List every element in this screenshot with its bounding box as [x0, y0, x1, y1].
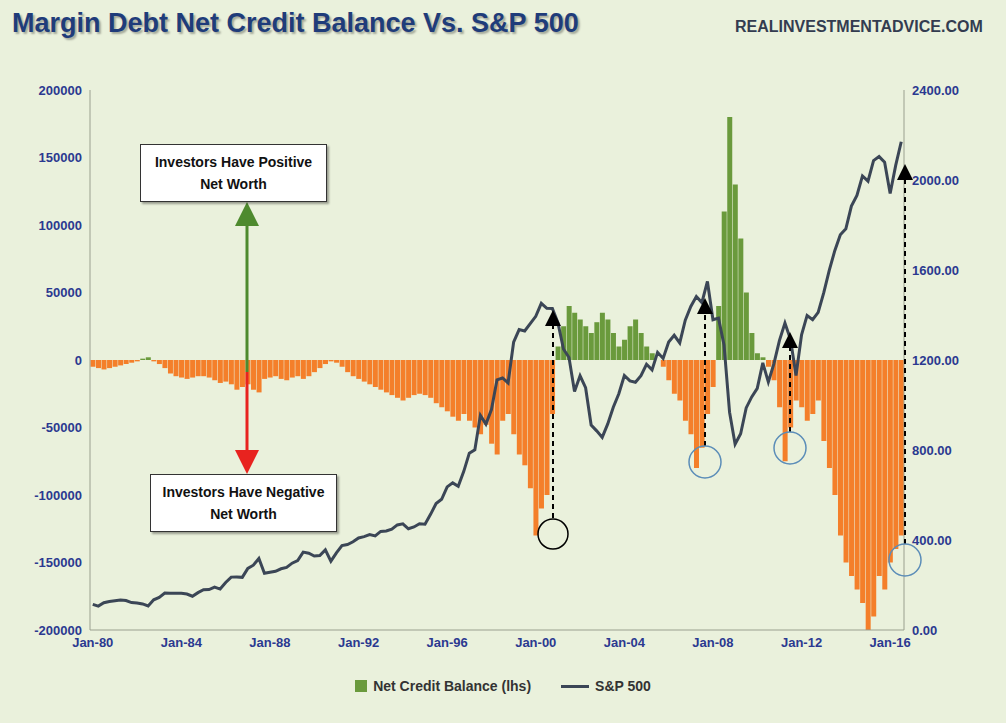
svg-text:-150000: -150000	[34, 555, 82, 570]
svg-text:Jan-84: Jan-84	[161, 635, 203, 650]
html-text:Margin Debt Net Credit Balance: Margin Debt Net Credit Balance Vs. S&P 5…	[12, 8, 579, 38]
svg-text:2000.00: 2000.00	[912, 173, 959, 188]
html-text:REALINVESTMENTADVICE.COM: REALINVESTMENTADVICE.COM	[735, 18, 983, 35]
html-text:Net Credit Balance (lhs): Net Credit Balance (lhs)	[373, 678, 532, 694]
svg-text:1600.00: 1600.00	[912, 263, 959, 278]
svg-text:0.00: 0.00	[912, 623, 937, 638]
svg-text:Jan-80: Jan-80	[72, 635, 114, 651]
svg-text:400.00: 400.00	[912, 533, 952, 548]
svg-text:-100000: -100000	[34, 488, 82, 503]
html-text:Investors Have Negative Net Wo: Investors Have Negative Net Worth	[162, 484, 325, 522]
svg-text:Jan-08: Jan-08	[692, 635, 733, 650]
svg-text:Jan-88: Jan-88	[249, 635, 290, 650]
svg-text:150000: 150000	[39, 150, 82, 165]
svg-text:800.00: 800.00	[912, 443, 952, 458]
svg-text:Jan-92: Jan-92	[338, 635, 379, 650]
svg-text:50000: 50000	[46, 285, 82, 300]
svg-text:200000: 200000	[39, 83, 82, 98]
svg-text:-50000: -50000	[42, 420, 82, 435]
svg-text:100000: 100000	[39, 218, 82, 233]
svg-text:0: 0	[75, 353, 82, 368]
svg-text:1200.00: 1200.00	[912, 353, 959, 368]
svg-text:2400.00: 2400.00	[912, 83, 959, 98]
svg-text:-200000: -200000	[34, 623, 82, 638]
html-text:Investors Have Positive Net Wo: Investors Have Positive Net Worth	[154, 154, 313, 192]
svg-text:Jan-96: Jan-96	[427, 635, 468, 650]
html-text:S&P 500: S&P 500	[595, 678, 651, 694]
svg-text:Jan-00: Jan-00	[515, 635, 556, 650]
svg-text:Jan-04: Jan-04	[604, 635, 646, 650]
svg-text:Jan-16: Jan-16	[870, 635, 911, 650]
svg-text:Jan-12: Jan-12	[781, 635, 822, 650]
